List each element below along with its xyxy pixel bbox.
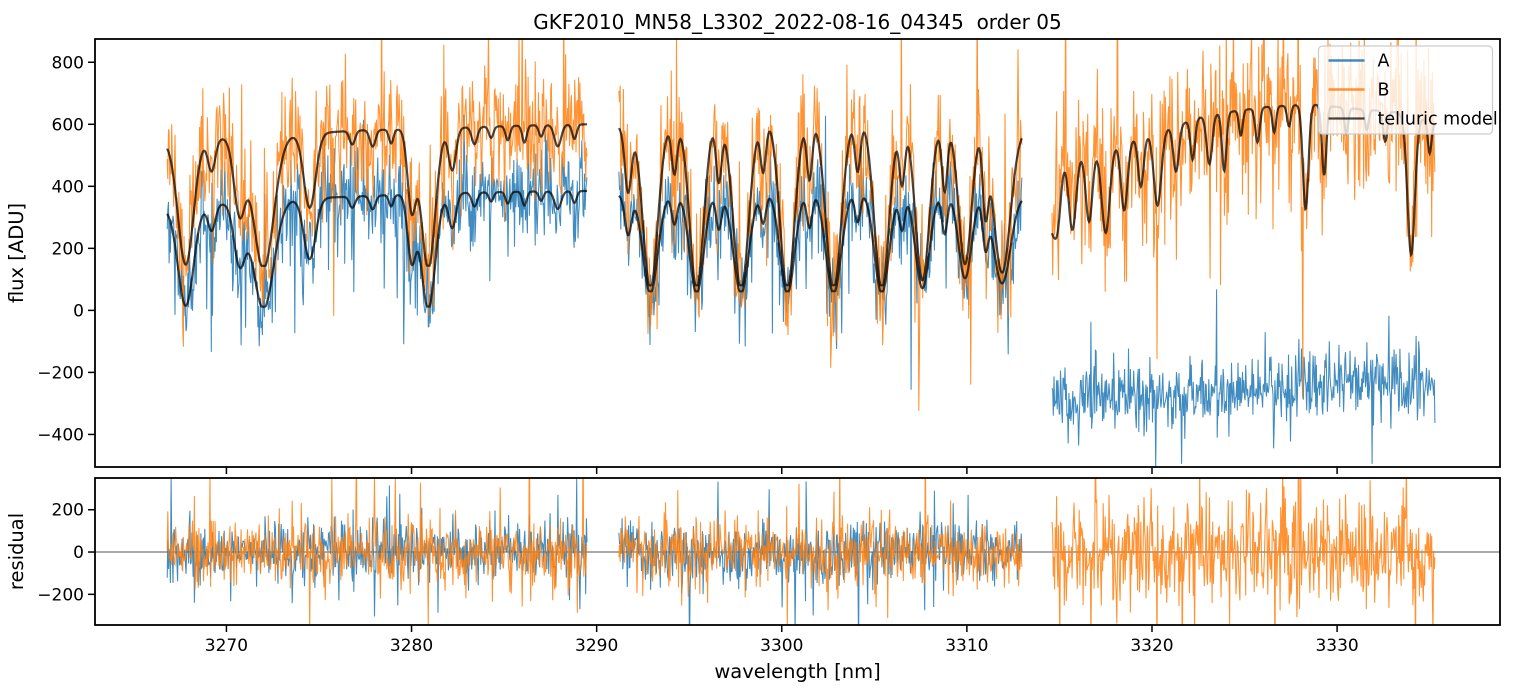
- series-B-residual-segment-3: [1051, 478, 1436, 625]
- y-tick-label: 800: [52, 53, 84, 73]
- telluric-model-A-segment-1: [166, 189, 587, 308]
- legend-box: [1317, 45, 1494, 135]
- legend-label-telluric-model: telluric model: [1378, 110, 1498, 130]
- y-axis-label-residual: residual: [5, 513, 28, 590]
- y-tick-label: −200: [37, 585, 84, 605]
- x-tick-label: 3290: [575, 636, 618, 656]
- telluric-model-B-segment-2: [617, 127, 1023, 287]
- series-B-flux-segment-1: [166, 39, 588, 347]
- y-tick-label: 0: [73, 301, 84, 321]
- x-tick-label: 3270: [205, 636, 248, 656]
- series-B-residual-segment-2: [618, 478, 1023, 625]
- telluric-model-B-segment-1: [166, 123, 587, 267]
- y-tick-label: −400: [37, 425, 84, 445]
- y-axis-label-flux: flux [ADU]: [5, 203, 28, 303]
- x-tick-label: 3330: [1315, 636, 1358, 656]
- x-tick-label: 3300: [760, 636, 803, 656]
- legend-label-B: B: [1378, 81, 1390, 101]
- residual-panel-data: [95, 478, 1500, 625]
- x-tick-label: 3320: [1130, 636, 1173, 656]
- series-B-residual-segment-1: [166, 478, 588, 625]
- y-tick-label: 200: [52, 501, 84, 521]
- x-axis-label: wavelength [nm]: [714, 660, 880, 683]
- flux-panel-frame: [94, 38, 1501, 468]
- y-tick-label: 600: [52, 115, 84, 135]
- series-A-flux-segment-2: [618, 115, 1023, 390]
- axes: 800 600 400 200 0 −200 −400 200 0 −200 3270 3280 329…: [37, 38, 1501, 656]
- legend-label-A: A: [1378, 52, 1390, 72]
- telluric-model-A-segment-2: [618, 195, 1023, 293]
- y-tick-label: 0: [73, 543, 84, 563]
- chart-title: GKF2010_MN58_L3302_2022-08-16_04345 orde…: [533, 10, 1061, 34]
- y-tick-label: 200: [52, 239, 84, 259]
- series-A-flux-segment-3: [1051, 289, 1436, 467]
- x-tick-label: 3280: [390, 636, 433, 656]
- y-tick-label: −200: [37, 363, 84, 383]
- y-tick-label: 400: [52, 177, 84, 197]
- x-tick-label: 3310: [945, 636, 988, 656]
